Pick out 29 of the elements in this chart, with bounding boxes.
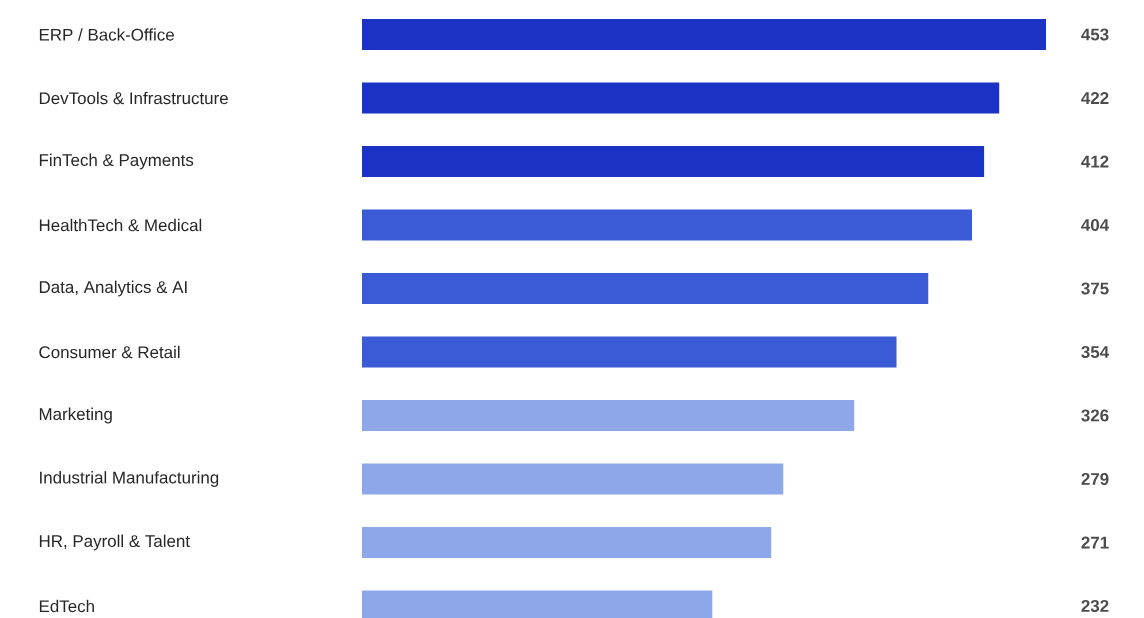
data-label: 412 [1081,155,1109,168]
y-tick-label: EdTech [39,599,94,613]
bar [362,273,929,305]
data-label: 326 [1081,409,1109,422]
y-tick-label: Marketing [39,407,112,424]
data-label: 404 [1081,219,1110,232]
bar [362,527,772,559]
data-label: 422 [1081,92,1109,104]
y-tick-label: Consumer & Retail [39,345,180,359]
data-label: 271 [1081,536,1109,549]
bar [362,463,784,495]
data-label: 375 [1081,282,1109,295]
y-tick-label: HealthTech & Medical [39,218,202,232]
data-label: 354 [1081,346,1110,359]
bar [362,19,1047,51]
data-label: 232 [1081,600,1109,613]
bar [362,209,973,241]
data-label: 279 [1081,473,1109,486]
y-tick-label: Industrial Manufacturing [40,471,219,487]
data-label: 453 [1081,28,1109,41]
bar [362,146,985,178]
bar [362,336,897,368]
y-tick-label: FinTech & Payments [39,153,194,170]
y-tick-label: Data, Analytics & AI [39,280,187,297]
y-tick-label: DevTools & Infrastructure [39,91,228,105]
y-tick-label: ERP / Back-Office [39,28,174,41]
bar [362,400,855,432]
y-tick-label: HR, Payroll & Talent [39,534,190,551]
bar [362,82,1000,114]
